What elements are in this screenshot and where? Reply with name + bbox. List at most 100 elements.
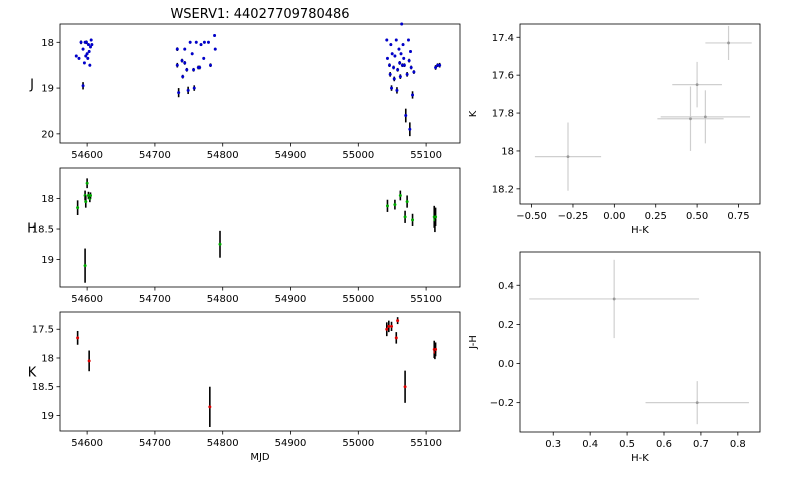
data-point	[695, 83, 699, 87]
data-point	[387, 63, 391, 67]
data-point	[186, 88, 190, 92]
x-tick-label: 54700	[139, 150, 171, 161]
data-point	[727, 41, 730, 45]
data-point	[206, 40, 210, 44]
data-point	[387, 324, 391, 328]
data-point	[87, 359, 91, 363]
data-point	[404, 114, 408, 118]
panel-kvshk: −0.50 −0.25 0.00 0.25 0.50 0.75 17.4 17.6 17.8 18…	[468, 23, 761, 236]
data-point	[213, 33, 217, 37]
y-tick-label: 17.4	[492, 33, 514, 44]
data-point	[695, 401, 699, 405]
x-tick-label: 54700	[139, 438, 171, 449]
data-point	[398, 75, 402, 79]
x-axis-label: MJD	[250, 452, 270, 463]
panels-layer: 54600 54700 54800 54900 55000 55100181920J546…	[27, 22, 761, 464]
data-point	[434, 65, 438, 69]
x-tick-label: 0.50	[686, 211, 708, 222]
y-tick-label: 18	[41, 194, 54, 205]
data-point	[392, 77, 396, 81]
x-tick-label: 0.5	[619, 439, 635, 450]
y-tick-label: 18	[501, 146, 514, 157]
data-point	[405, 200, 409, 204]
data-point	[393, 203, 397, 207]
x-tick-label: 55000	[342, 150, 374, 161]
y-tick-label: 19	[41, 255, 54, 266]
x-tick-label: 54600	[71, 150, 103, 161]
data-point	[403, 385, 407, 389]
x-tick-label: 54900	[275, 438, 307, 449]
data-point	[192, 68, 196, 72]
data-point	[81, 47, 85, 51]
data-point	[398, 193, 402, 197]
data-point	[566, 155, 570, 159]
x-tick-label: 0.00	[603, 211, 625, 222]
data-point	[402, 63, 406, 67]
data-point	[86, 43, 90, 47]
axes-frame	[519, 23, 761, 205]
y-tick-label: 0.4	[498, 281, 514, 292]
data-point	[411, 93, 415, 97]
data-point	[76, 206, 80, 210]
x-tick-label: 54700	[139, 294, 171, 305]
panel-k: 54600 54700 54800 54900 55000 55100 17.5 18 18.5…	[28, 311, 461, 463]
x-tick-label: −0.50	[516, 211, 547, 222]
x-tick-label: 0.75	[727, 211, 749, 222]
data-point	[87, 49, 91, 53]
data-point	[89, 38, 93, 42]
x-tick-label: 54800	[207, 294, 239, 305]
y-tick-label: 18.2	[492, 184, 514, 195]
axes-frame	[519, 251, 761, 433]
data-point	[84, 54, 88, 58]
y-tick-label: 18.5	[32, 382, 54, 393]
axes-frame	[59, 23, 461, 144]
data-point	[402, 56, 406, 60]
y-tick-label: −0.2	[490, 398, 514, 409]
data-point	[85, 52, 89, 56]
axes-frame	[59, 311, 461, 432]
data-point	[392, 65, 396, 69]
panel-jhvshk: 0.3 0.4 0.5 0.6 0.7 0.8 −0.2 0.0 0.2 0.4 J-H H-K	[468, 251, 761, 464]
data-point	[84, 200, 88, 204]
data-point	[202, 56, 206, 60]
y-axis-label: K	[28, 366, 37, 381]
data-point	[192, 86, 196, 90]
y-tick-label: 19	[41, 84, 54, 95]
y-axis-label: J	[29, 78, 34, 93]
data-point	[77, 56, 81, 60]
x-tick-label: 55100	[410, 438, 442, 449]
data-point	[434, 347, 438, 351]
data-point	[90, 43, 94, 47]
panel-h: 54600 54700 54800 54900 55000 55100 18 18.5 19 H	[27, 167, 461, 305]
data-point	[84, 40, 88, 44]
x-tick-label: 55000	[342, 438, 374, 449]
data-point	[403, 215, 407, 219]
data-point	[85, 181, 89, 185]
data-point	[385, 56, 389, 60]
x-tick-label: 54900	[275, 150, 307, 161]
data-point	[388, 72, 392, 76]
data-point	[390, 324, 394, 328]
data-point	[177, 91, 181, 95]
data-point	[401, 43, 405, 47]
data-point	[395, 88, 399, 92]
y-tick-label: 18	[41, 38, 54, 49]
data-point	[396, 319, 400, 323]
data-point	[81, 84, 85, 88]
y-tick-label: 17.5	[32, 325, 54, 336]
x-tick-label: 54800	[207, 438, 239, 449]
data-point	[198, 65, 202, 69]
data-point	[412, 70, 416, 74]
x-tick-label: 0.7	[693, 439, 709, 450]
y-tick-label: 0.2	[498, 320, 514, 331]
data-point	[407, 59, 411, 63]
data-point	[405, 72, 409, 76]
x-tick-label: 54600	[71, 438, 103, 449]
data-point	[76, 336, 80, 340]
y-tick-label: 0.0	[498, 359, 514, 370]
x-tick-label: 54900	[275, 294, 307, 305]
data-point	[74, 54, 78, 58]
figure-title: WSERV1: 44027709780486	[170, 7, 349, 22]
data-point	[202, 40, 206, 44]
